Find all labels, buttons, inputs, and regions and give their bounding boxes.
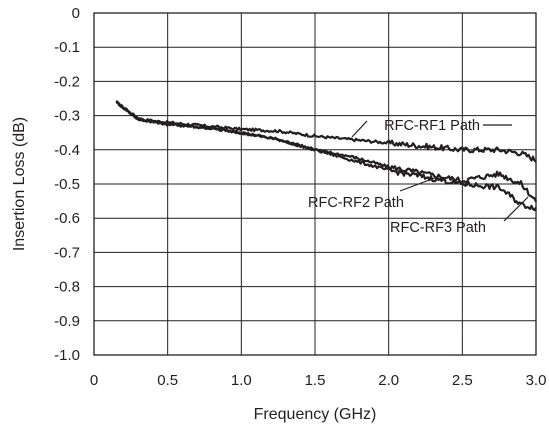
y-tick-labels: 0 -0.1 -0.2 -0.3 -0.4 -0.5 -0.6 -0.7 -0.8 -0.9 -1.…: [54, 5, 80, 364]
y-tick-label: -0.3: [54, 108, 80, 125]
y-axis-title: Insertion Loss (dB): [11, 117, 28, 251]
y-tick-label: -1.0: [54, 347, 80, 364]
series-label-3: RFC-RF3 Path: [390, 220, 486, 236]
y-tick-label: -0.9: [54, 313, 80, 330]
y-tick-label: -0.5: [54, 176, 80, 193]
series-label-1: RFC-RF1 Path: [384, 118, 480, 134]
series-label-2: RFC-RF2 Path: [308, 195, 404, 211]
x-tick-label: 3.0: [526, 372, 547, 389]
y-tick-label: -0.2: [54, 73, 80, 90]
y-tick-label: -0.4: [54, 142, 80, 159]
x-tick-label: 2.5: [452, 372, 473, 389]
label-leader-line: [503, 196, 529, 222]
y-tick-label: -0.1: [54, 39, 80, 56]
series-lines: [115, 99, 538, 212]
y-tick-label: 0: [72, 5, 80, 22]
x-axis-title: Frequency (GHz): [254, 406, 377, 423]
y-tick-label: -0.7: [54, 244, 80, 261]
series-line-3: [116, 101, 537, 212]
x-tick-label: 1.5: [305, 372, 326, 389]
x-tick-label: 0: [90, 372, 98, 389]
series-labels: RFC-RF1 Path RFC-RF2 Path RFC-RF3 Path: [308, 118, 529, 236]
label-leader-line: [351, 120, 368, 138]
plot-frame: [93, 12, 537, 356]
x-tick-label: 0.5: [157, 372, 178, 389]
x-tick-label: 2.0: [378, 372, 399, 389]
x-tick-labels: 0 0.5 1.0 1.5 2.0 2.5 3.0: [90, 372, 547, 389]
y-tick-label: -0.6: [54, 210, 80, 227]
x-tick-label: 1.0: [231, 372, 252, 389]
label-leader-line: [399, 175, 441, 192]
y-tick-label: -0.8: [54, 279, 80, 296]
